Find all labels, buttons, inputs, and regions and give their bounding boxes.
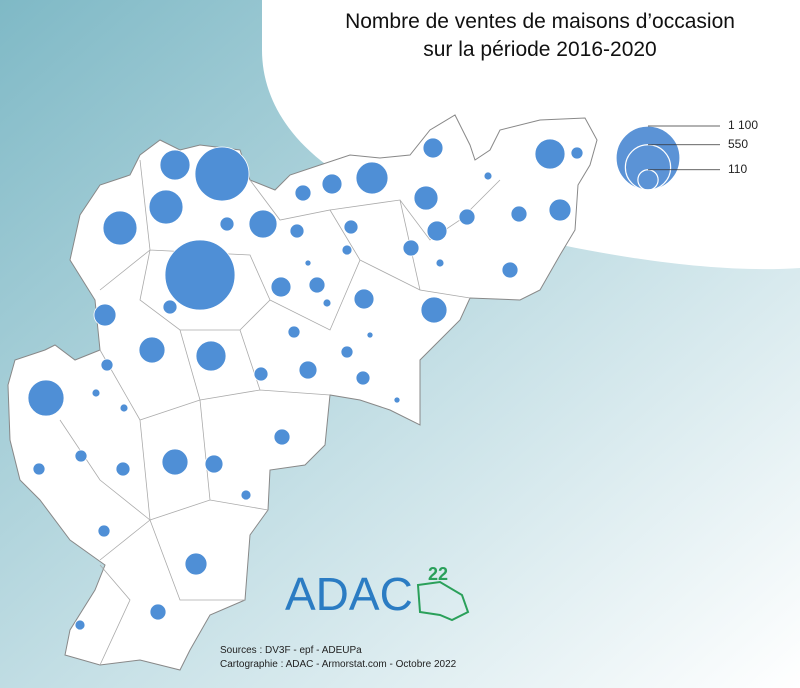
sales-circle [298, 360, 318, 380]
sales-circle [159, 149, 191, 181]
sales-circle [353, 288, 375, 310]
sales-circle [164, 239, 236, 311]
legend: 1 100 550 110 [615, 118, 758, 191]
logo-shape [416, 580, 470, 622]
sales-circle [355, 370, 371, 386]
sales-circle [322, 298, 332, 308]
sales-circle [435, 258, 445, 268]
sales-circle [413, 185, 439, 211]
circles [27, 137, 584, 631]
sales-circle [74, 449, 88, 463]
title-line: Nombre de ventes de maisons d’occasion [345, 10, 735, 33]
sales-circle [355, 161, 389, 195]
sales-circle [138, 336, 166, 364]
sales-circle [149, 603, 167, 621]
sales-circle [119, 403, 129, 413]
sales-circle [115, 461, 131, 477]
sales-circle [510, 205, 528, 223]
sales-circle [458, 208, 476, 226]
sources: Sources : DV3F - epf - ADEUPa [220, 645, 362, 656]
sales-circle [194, 146, 250, 202]
title-line: sur la période 2016-2020 [423, 38, 657, 61]
sales-circle [184, 552, 208, 576]
sales-circle [308, 276, 326, 294]
sales-circle [321, 173, 343, 195]
sales-circle [102, 210, 138, 246]
logo-superscript: 22 [428, 564, 448, 584]
sales-circle [97, 524, 111, 538]
sales-circle [93, 303, 117, 327]
sales-circle [74, 619, 86, 631]
sales-circle [162, 299, 178, 315]
sales-circle [548, 198, 572, 222]
sales-circle [422, 137, 444, 159]
sales-circle [570, 146, 584, 160]
logo-text: ADAC [285, 568, 413, 620]
commune-borders [59, 159, 501, 666]
sales-circle [248, 209, 278, 239]
sales-circle [289, 223, 305, 239]
sales-circle [426, 220, 448, 242]
sales-circle [273, 428, 291, 446]
legend-label: 550 [728, 137, 748, 151]
sales-circle [148, 189, 184, 225]
sales-circle [294, 184, 312, 202]
legend-label: 110 [728, 162, 747, 176]
sales-circle [366, 331, 374, 339]
sales-circle [341, 244, 353, 256]
sales-circle [304, 259, 312, 267]
sales-circle [270, 276, 292, 298]
sales-circle [195, 340, 227, 372]
sales-circle [287, 325, 301, 339]
sales-circle [240, 489, 252, 501]
department-outline [7, 114, 598, 671]
sales-circle [340, 345, 354, 359]
sales-circle [534, 138, 566, 170]
legend-circle [615, 125, 681, 191]
sales-circle [161, 448, 189, 476]
credits: Cartographie : ADAC - Armorstat.com - Oc… [220, 659, 457, 670]
sales-circle [253, 366, 269, 382]
sales-circle [100, 358, 114, 372]
legend-label: 1 100 [728, 118, 758, 132]
sales-circle [27, 379, 65, 417]
sales-circle [420, 296, 448, 324]
sales-circle [219, 216, 235, 232]
sales-circle [343, 219, 359, 235]
sales-circle [402, 239, 420, 257]
sales-circle [91, 388, 101, 398]
sales-circle [204, 454, 224, 474]
logo: ADAC 22 [285, 564, 470, 622]
sales-circle [483, 171, 493, 181]
sales-circle [32, 462, 46, 476]
sales-circle [393, 396, 401, 404]
sales-circle [501, 261, 519, 279]
